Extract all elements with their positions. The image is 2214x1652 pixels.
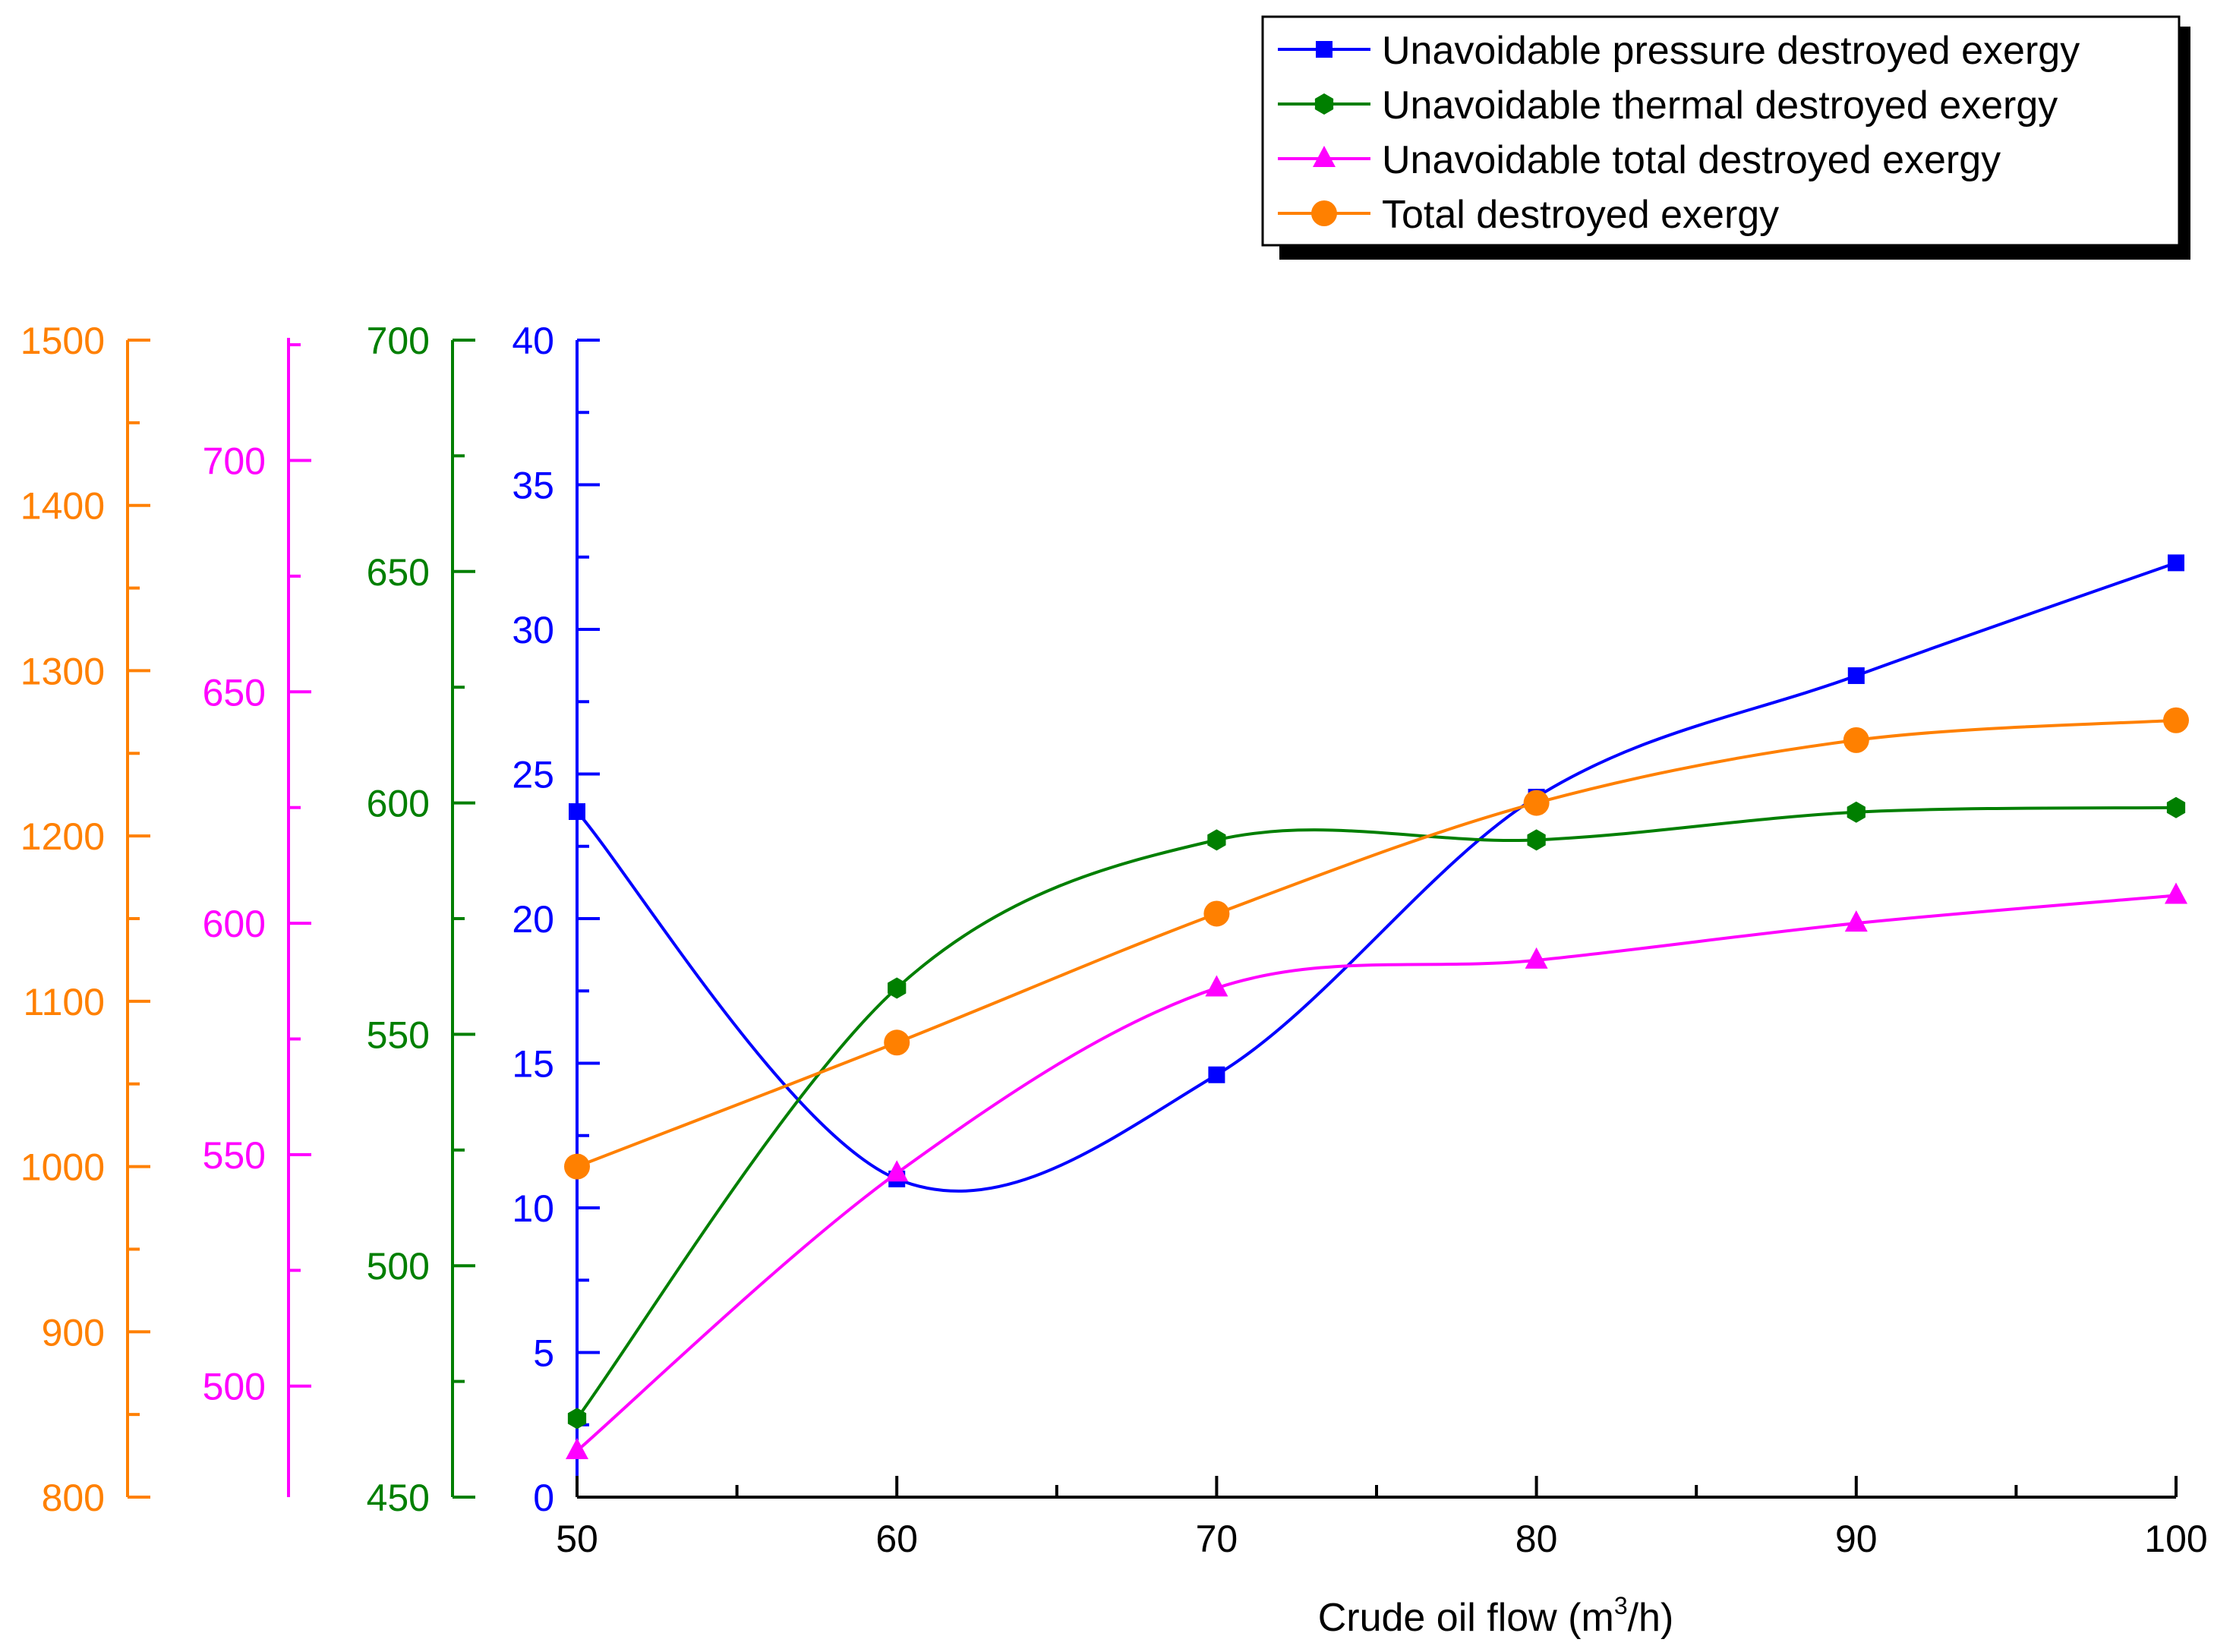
y-tick-label: 1500: [20, 320, 105, 362]
x-tick-label: 70: [1196, 1518, 1238, 1560]
data-point: [1207, 829, 1226, 851]
data-point: [888, 977, 907, 999]
y-tick-label: 1400: [20, 485, 105, 528]
series-line: [576, 561, 2177, 1193]
legend-marker: [1314, 93, 1334, 115]
y-tick-label: 25: [512, 754, 554, 796]
y-tick-label: 600: [203, 903, 266, 945]
x-tick-label: 60: [875, 1518, 918, 1560]
y-tick-label: 550: [203, 1134, 266, 1177]
data-point: [1203, 900, 1230, 927]
y-axis-total_unavoidable: 500 550 600 650 700: [203, 338, 311, 1497]
y-tick-label: 10: [512, 1187, 554, 1230]
y-tick-label: 1000: [20, 1146, 105, 1189]
y-tick-label: 700: [367, 320, 430, 362]
y-tick-label: 900: [42, 1311, 105, 1354]
legend-item-pressure: Unavoidable pressure destroyed exergy: [1278, 29, 2080, 73]
data-point: [2165, 882, 2187, 904]
y-tick-label: 650: [203, 671, 266, 714]
data-point: [567, 1408, 587, 1430]
data-point: [1208, 1066, 1225, 1083]
y-tick-label: 0: [533, 1477, 554, 1519]
legend-label: Unavoidable total destroyed exergy: [1382, 138, 2001, 182]
series-total: [564, 707, 2189, 1180]
series-thermal: [567, 796, 2186, 1430]
y-tick-label: 800: [42, 1477, 105, 1519]
data-point: [2163, 707, 2189, 733]
y-tick-label: 30: [512, 609, 554, 651]
y-tick-label: 500: [367, 1245, 430, 1288]
data-point: [2168, 554, 2184, 572]
y-tick-label: 450: [367, 1477, 430, 1519]
plot-area: [564, 554, 2189, 1460]
data-point: [884, 1029, 910, 1056]
y-tick-label: 15: [512, 1043, 554, 1086]
data-point: [2166, 796, 2186, 818]
legend-marker: [1311, 200, 1337, 226]
y-axis-pressure: 0 5 10 15 20 25 30 35 40: [512, 320, 600, 1519]
legend-label: Unavoidable thermal destroyed exergy: [1382, 84, 2058, 128]
y-tick-label: 5: [533, 1332, 554, 1375]
legend-label: Unavoidable pressure destroyed exergy: [1382, 29, 2080, 73]
data-point: [569, 803, 585, 821]
y-tick-label: 700: [203, 440, 266, 482]
y-tick-label: 35: [512, 465, 554, 507]
data-point: [1847, 801, 1866, 823]
y-tick-label: 600: [367, 783, 430, 825]
legend: Unavoidable pressure destroyed exergy Una…: [1261, 15, 2190, 260]
y-tick-label: 550: [367, 1014, 430, 1056]
x-tick-label: 80: [1515, 1518, 1558, 1560]
y-tick-label: 500: [203, 1366, 266, 1408]
data-point: [1844, 910, 1868, 932]
x-tick-label: 100: [2144, 1518, 2207, 1560]
legend-marker: [1313, 146, 1336, 167]
data-point: [1843, 727, 1869, 753]
y-tick-label: 1100: [23, 981, 105, 1023]
series-line: [576, 806, 2177, 1420]
legend-box: [1261, 15, 2181, 247]
series-pressure: [569, 554, 2184, 1193]
data-point: [1525, 947, 1548, 969]
legend-item-total_unavoidable: Unavoidable total destroyed exergy: [1278, 138, 2001, 182]
y-axis-thermal: 450 500 550 600 650 700: [367, 320, 475, 1519]
x-tick-label: 90: [1835, 1518, 1878, 1560]
data-point: [564, 1153, 590, 1180]
data-point: [566, 1438, 588, 1460]
legend-label: Total destroyed exergy: [1382, 193, 1779, 237]
data-point: [1847, 667, 1865, 684]
x-axis-label: Crude oil flow (m3/h): [1318, 1592, 1674, 1640]
y-tick-label: 1300: [20, 650, 105, 692]
legend-item-thermal: Unavoidable thermal destroyed exergy: [1278, 84, 2058, 128]
x-axis: 50 60 70 80 90 100: [556, 1476, 2208, 1560]
y-axis-total: 800 900 1000 1100 1200 1300 1400 1500: [20, 320, 150, 1519]
y-tick-label: 1200: [20, 815, 105, 858]
series-line: [576, 718, 2177, 1168]
series-total_unavoidable: [566, 882, 2187, 1460]
axes: 8009001000110012001300140015005005506006…: [20, 320, 2208, 1560]
data-point: [885, 1160, 909, 1182]
series-line: [576, 894, 2177, 1452]
y-tick-label: 20: [512, 898, 554, 941]
legend-item-total: Total destroyed exergy: [1278, 193, 1779, 237]
legend-marker: [1316, 41, 1332, 58]
data-point: [1205, 975, 1228, 997]
x-tick-label: 50: [556, 1518, 598, 1560]
data-point: [1527, 829, 1546, 851]
data-point: [1523, 790, 1550, 816]
y-tick-label: 40: [512, 320, 554, 362]
y-tick-label: 650: [367, 551, 430, 594]
